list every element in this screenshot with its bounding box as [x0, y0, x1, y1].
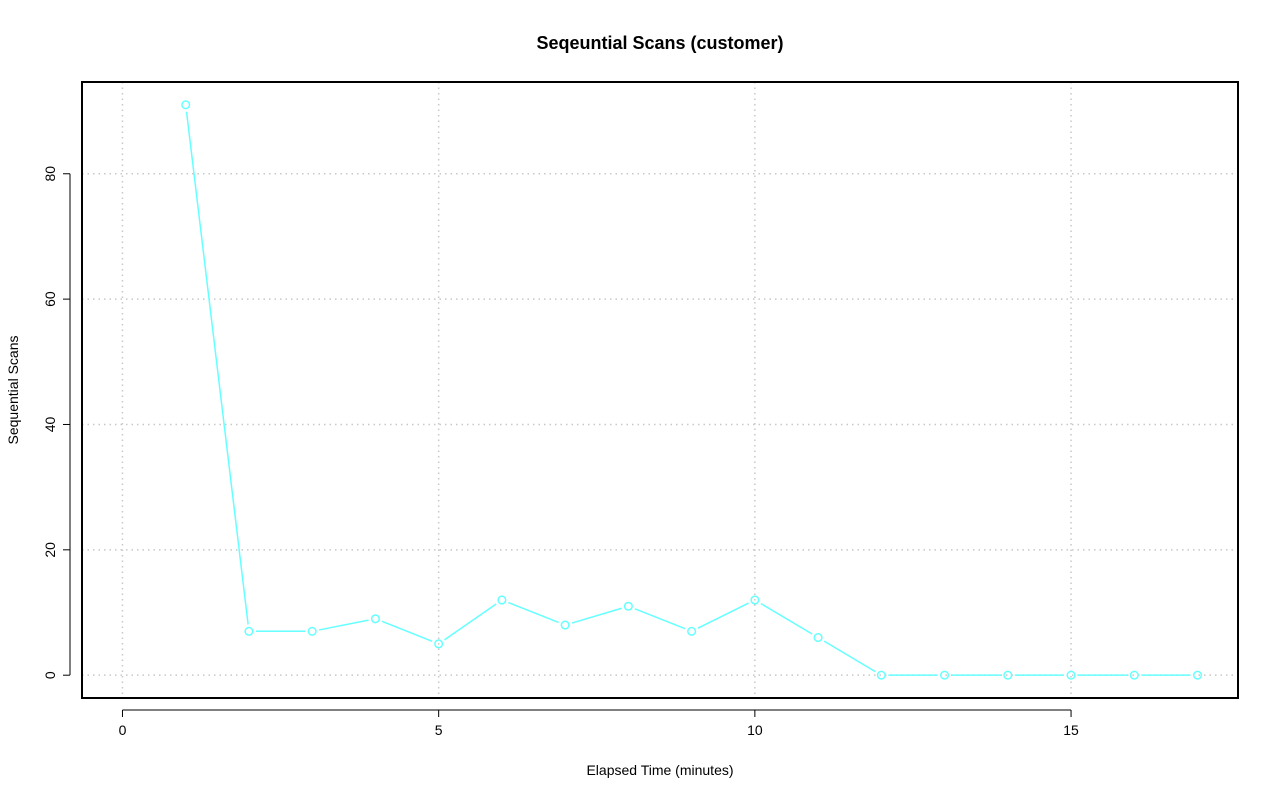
line-segment — [634, 608, 686, 630]
line-segment — [443, 603, 497, 641]
data-point — [750, 595, 760, 605]
data-point — [307, 626, 317, 636]
line-segment — [760, 602, 813, 635]
plot-area — [81, 81, 1239, 699]
y-tick-label: 40 — [42, 416, 58, 432]
data-point — [813, 633, 823, 643]
x-tick-label: 0 — [119, 722, 127, 738]
data-point — [876, 670, 886, 680]
data-point — [560, 620, 570, 630]
data-point — [940, 670, 950, 680]
y-tick-label: 60 — [42, 291, 58, 307]
data-point — [370, 614, 380, 624]
series-group — [181, 100, 1203, 680]
data-point — [687, 626, 697, 636]
data-point — [244, 626, 254, 636]
y-tick-label: 20 — [42, 542, 58, 558]
data-point — [434, 639, 444, 649]
x-tick-label: 15 — [1063, 722, 1079, 738]
x-axis: 0 5 10 15 — [119, 709, 1079, 738]
y-axis: 0 20 40 60 80 — [42, 166, 71, 679]
y-tick-label: 0 — [42, 671, 58, 679]
data-point — [1003, 670, 1013, 680]
x-tick-label: 10 — [747, 722, 763, 738]
line-segment — [508, 601, 559, 624]
line-segment — [318, 619, 369, 631]
chart-title: Seqeuntial Scans (customer) — [536, 33, 783, 53]
line-segment — [381, 620, 433, 642]
data-point — [1129, 670, 1139, 680]
data-point — [497, 595, 507, 605]
y-axis-label: Sequential Scans — [5, 336, 21, 445]
series-line-0 — [181, 100, 1203, 680]
line-segment — [697, 602, 749, 629]
line-segment — [185, 111, 249, 625]
y-tick-label: 80 — [42, 166, 58, 182]
line-segment — [571, 607, 622, 624]
data-point — [1066, 670, 1076, 680]
data-point — [623, 601, 633, 611]
grid — [82, 82, 1238, 698]
line-segment — [823, 640, 876, 673]
x-tick-label: 5 — [435, 722, 443, 738]
x-axis-label: Elapsed Time (minutes) — [586, 762, 733, 778]
data-point — [1192, 670, 1203, 680]
data-point — [181, 100, 191, 110]
